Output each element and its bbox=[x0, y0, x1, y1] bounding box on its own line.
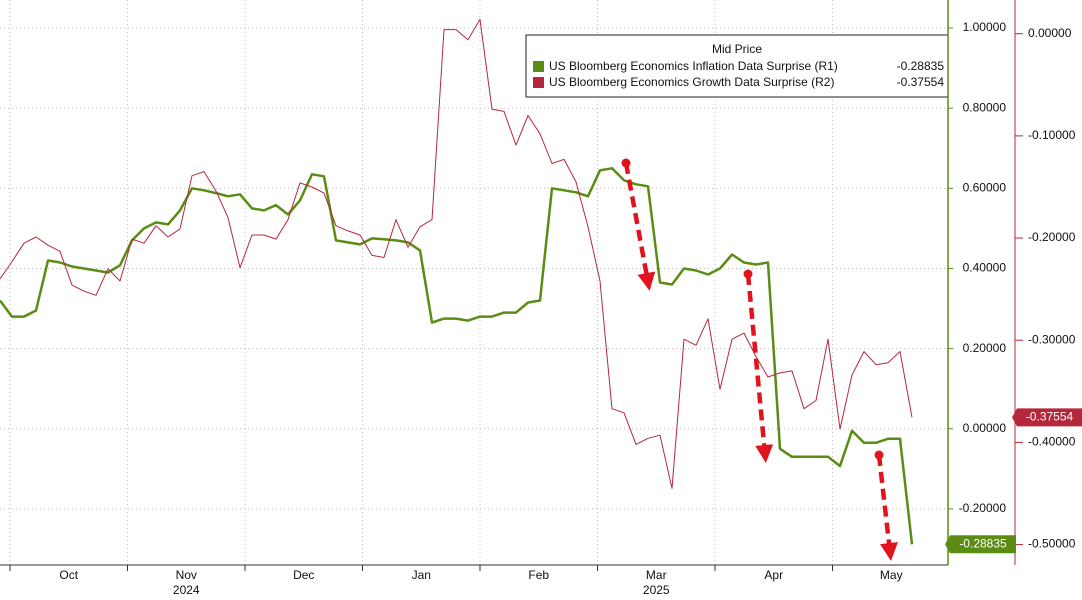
legend-swatch bbox=[533, 61, 544, 72]
legend-label: US Bloomberg Economics Growth Data Surpr… bbox=[549, 75, 834, 89]
x-tick-label: Dec bbox=[293, 568, 314, 582]
x-tick-label: Mar bbox=[646, 568, 667, 582]
y-tick-label: 0.00000 bbox=[963, 421, 1007, 435]
last-value-box bbox=[1012, 408, 1082, 427]
last-value-label: -0.37554 bbox=[1026, 410, 1074, 424]
legend: Mid Price US Bloomberg Economics Inflati… bbox=[525, 34, 949, 98]
y-tick-label: 0.20000 bbox=[963, 341, 1007, 355]
arrow bbox=[745, 273, 774, 463]
legend-label: US Bloomberg Economics Inflation Data Su… bbox=[549, 59, 838, 73]
x-tick-label: Apr bbox=[764, 568, 783, 582]
y2-tick-label: -0.50000 bbox=[1028, 537, 1076, 551]
y-tick-label: 0.80000 bbox=[963, 100, 1007, 114]
legend-box bbox=[525, 34, 949, 98]
annotations bbox=[621, 158, 898, 561]
y-tick-label: 1.00000 bbox=[963, 20, 1007, 34]
x-tick-label: Feb bbox=[528, 568, 549, 582]
arrow bbox=[623, 162, 656, 291]
legend-value: -0.28835 bbox=[897, 59, 945, 73]
y2-tick-label: 0.00000 bbox=[1028, 26, 1072, 40]
lines bbox=[0, 18, 914, 545]
legend-value: -0.37554 bbox=[897, 75, 945, 89]
x-tick-label: Nov bbox=[176, 568, 197, 582]
series-line bbox=[0, 18, 913, 489]
x-tick-label: May bbox=[880, 568, 903, 582]
y2-tick-label: -0.30000 bbox=[1028, 332, 1076, 346]
y2-tick-label: -0.20000 bbox=[1028, 230, 1076, 244]
y-tick-label: -0.20000 bbox=[959, 501, 1007, 515]
last-value-label: -0.28835 bbox=[959, 536, 1007, 550]
y-tick-label: 0.40000 bbox=[963, 261, 1007, 275]
y2-tick-label: -0.10000 bbox=[1028, 128, 1076, 142]
x-year-label: 2024 bbox=[173, 583, 200, 597]
arrow bbox=[876, 454, 898, 561]
x-tick-label: Oct bbox=[59, 568, 78, 582]
y2-tick-label: -0.40000 bbox=[1028, 435, 1076, 449]
last-value-box bbox=[945, 535, 1016, 554]
series-line bbox=[0, 167, 914, 545]
x-tick-label: Jan bbox=[412, 568, 431, 582]
legend-title: Mid Price bbox=[712, 42, 762, 56]
y-tick-label: 0.60000 bbox=[963, 181, 1007, 195]
x-year-label: 2025 bbox=[643, 583, 670, 597]
legend-swatch bbox=[533, 77, 544, 88]
